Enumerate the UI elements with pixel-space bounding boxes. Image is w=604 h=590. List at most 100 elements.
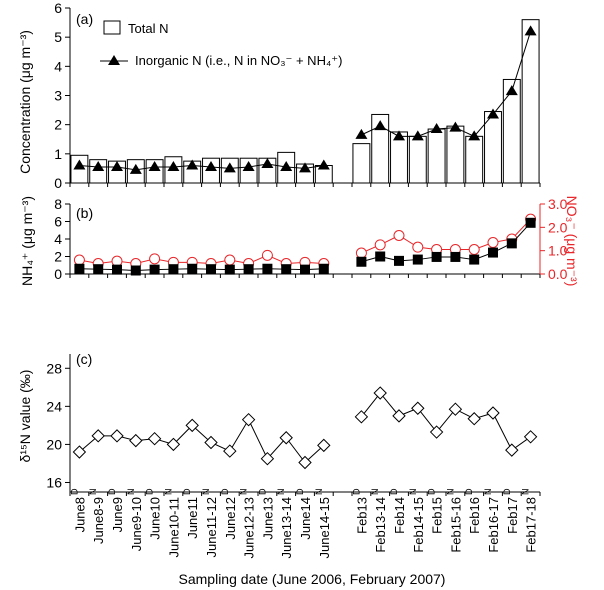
x-tick-label: June13 [260, 497, 275, 540]
x-tick-label: June11-12 [204, 497, 219, 557]
data-point [317, 159, 330, 170]
data-point [205, 160, 217, 171]
data-point [356, 256, 367, 267]
bar [446, 125, 465, 184]
bar [484, 111, 502, 184]
data-point [375, 251, 386, 262]
x-tick-label: Feb16-17 [486, 497, 501, 553]
data-point [468, 130, 481, 141]
data-point [185, 418, 199, 433]
x-tick-superscript: D [257, 488, 267, 495]
x-tick-label-group: Feb13 D [351, 488, 369, 534]
panel-c: (c) δ¹⁵N value (‰) 16 20 24 28 [17, 351, 541, 496]
data-point [524, 25, 537, 36]
y-tick-label: 2 [54, 117, 62, 133]
x-tick-label-group: June13-14N [276, 489, 294, 559]
data-point [204, 435, 218, 450]
data-point [411, 130, 424, 141]
x-tick-label-group: June12-13N [239, 489, 257, 559]
data-point [374, 120, 387, 131]
data-point [206, 264, 216, 275]
x-tick-superscript: D [351, 488, 361, 495]
panel-label-c: (c) [76, 351, 92, 367]
x-tick-label: Feb13-14 [373, 497, 388, 553]
data-point [147, 431, 162, 446]
x-tick-superscript: D [502, 488, 512, 495]
x-tick-label-group: Feb17-18N [521, 489, 539, 553]
x-tick-superscript: N [88, 489, 98, 496]
bar [502, 78, 521, 184]
x-tick-label-group: Feb15-16N [445, 489, 463, 553]
legend-triangle-marker [108, 55, 120, 65]
data-point [505, 85, 518, 96]
data-point [130, 265, 141, 276]
data-point [281, 264, 292, 275]
data-point [73, 159, 86, 170]
x-tick-superscript: N [126, 489, 136, 496]
y-tick-label: 1 [54, 146, 62, 162]
x-tick-label-group: June9-10N [126, 489, 144, 552]
data-point [168, 264, 179, 275]
x-tick-label: June14 [298, 497, 313, 540]
x-tick-label: Feb14-15 [411, 497, 426, 553]
x-tick-superscript: N [201, 489, 211, 496]
data-point [431, 251, 442, 262]
data-point [355, 247, 367, 259]
data-point [111, 160, 123, 171]
x-tick-label: June8 [72, 497, 87, 532]
y-tick-label: 6 [54, 0, 62, 16]
panel-c-ylabel: δ¹⁵N value (‰) [17, 370, 33, 463]
bar [89, 159, 108, 184]
x-tick-superscript: D [295, 488, 305, 495]
series-line-d15n [79, 392, 531, 464]
y2-tick-label: 0.0 [548, 266, 568, 282]
x-tick-label: Feb16 [467, 497, 482, 534]
data-point [260, 451, 275, 466]
x-axis-label: Sampling date (June 2006, February 2007) [179, 571, 446, 587]
x-tick-superscript: N [521, 489, 531, 496]
x-tick-superscript: D [427, 488, 437, 495]
x-tick-label: June10-11 [166, 497, 181, 557]
data-point [91, 429, 105, 443]
legend: Total N Inorganic N (i.e., N in NO₃⁻ + N… [100, 20, 342, 68]
x-tick-label-group: June10-11N [163, 489, 181, 558]
panel-label-b: (b) [76, 205, 93, 221]
data-point [450, 251, 461, 262]
data-point [318, 263, 329, 274]
data-point [167, 160, 180, 171]
x-tick-label: June11 [185, 497, 200, 539]
x-tick-label: Feb15-16 [448, 497, 463, 553]
panel-b-y2label: NO₃⁻ (μg m⁻³) [564, 196, 580, 287]
data-point [129, 433, 143, 448]
data-point [354, 410, 369, 424]
x-tick-superscript: N [239, 489, 249, 496]
y-tick-label: 0 [54, 175, 62, 191]
x-tick-label: June13-14 [279, 497, 294, 558]
y-tick-label: 2 [54, 249, 62, 265]
bar [427, 128, 446, 184]
y-tick-label: 16 [46, 474, 62, 490]
x-tick-superscript: N [163, 489, 173, 496]
x-tick-label: June12-13 [242, 497, 257, 558]
data-point [505, 443, 519, 457]
y-tick-label: 8 [54, 196, 62, 212]
y-tick-label: 0 [54, 266, 62, 282]
panel-b-ylabel: NH₄⁺ (μg m⁻³) [19, 196, 35, 286]
data-point [300, 264, 310, 275]
data-point [166, 437, 181, 452]
x-tick-label-group: Feb15 D [427, 488, 445, 534]
data-point [279, 431, 293, 445]
y-tick-label: 24 [46, 398, 62, 414]
x-tick-label: June8-9 [91, 497, 106, 544]
x-tick-label-group: Feb13-14N [370, 489, 388, 553]
data-point [243, 264, 254, 275]
data-point [261, 158, 274, 169]
x-tick-superscript: N [445, 489, 455, 496]
bar [371, 113, 390, 184]
x-tick-superscript: D [182, 488, 192, 495]
y-tick-label: 4 [54, 231, 62, 247]
legend-bar-swatch [103, 20, 121, 35]
legend-entry-inorganic-n: Inorganic N (i.e., N in NO₃⁻ + NH₄⁺) [135, 53, 342, 68]
x-tick-superscript: N [483, 489, 493, 496]
x-tick-label: June10 [148, 497, 163, 540]
